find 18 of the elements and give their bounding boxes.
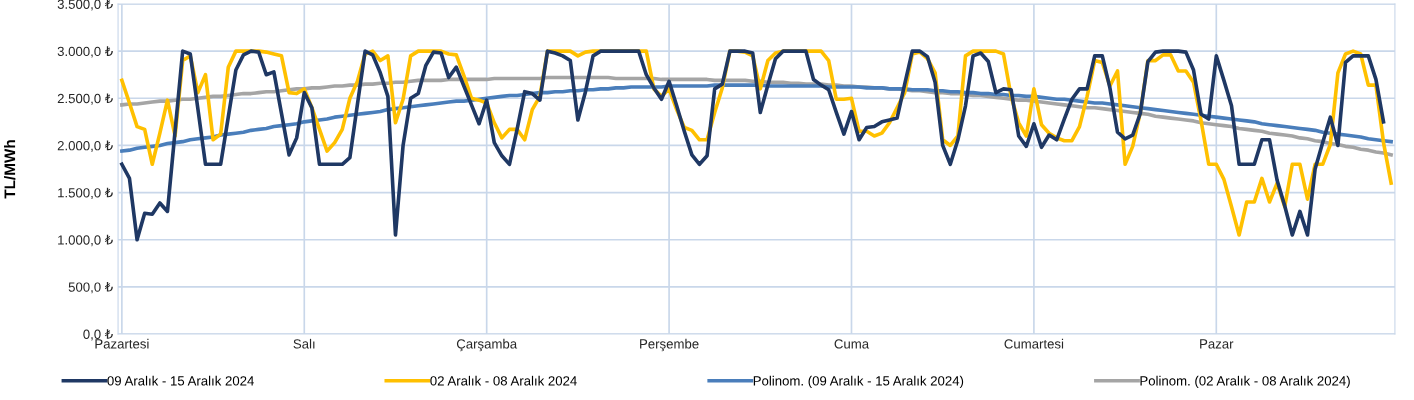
legend-label: 09 Aralık - 15 Aralık 2024	[107, 375, 254, 386]
x-tick-label: Salı	[293, 338, 315, 349]
y-tick-label: 3.000,0 ₺	[57, 46, 113, 58]
legend-label: Polinom. (02 Aralık - 08 Aralık 2024)	[1140, 375, 1350, 389]
y-tick-label: 1.500,0 ₺	[58, 187, 113, 200]
y-tick-label: 500,0 ₺	[68, 281, 113, 294]
y-tick-label: 2.500,0 ₺	[57, 93, 113, 105]
legend-label: Polinom. (09 Aralık - 15 Aralık 2024)	[753, 375, 964, 389]
x-tick-label: Perşembe	[640, 338, 699, 352]
x-tick-label: Cuma	[834, 339, 870, 349]
x-tick-label: Çarşamba	[456, 338, 518, 352]
x-tick-label: Cumartesi	[1004, 338, 1064, 349]
y-tick-label: 3.500,0 ₺	[57, 0, 113, 11]
y-tick-label: 1.000,0 ₺	[58, 234, 113, 247]
y-axis-title: TL/MWh	[4, 140, 16, 199]
x-tick-label: Pazar	[1200, 339, 1234, 349]
legend-label: 02 Aralık - 08 Aralık 2024	[430, 375, 577, 386]
y-tick-label: 2.000,0 ₺	[57, 140, 113, 152]
